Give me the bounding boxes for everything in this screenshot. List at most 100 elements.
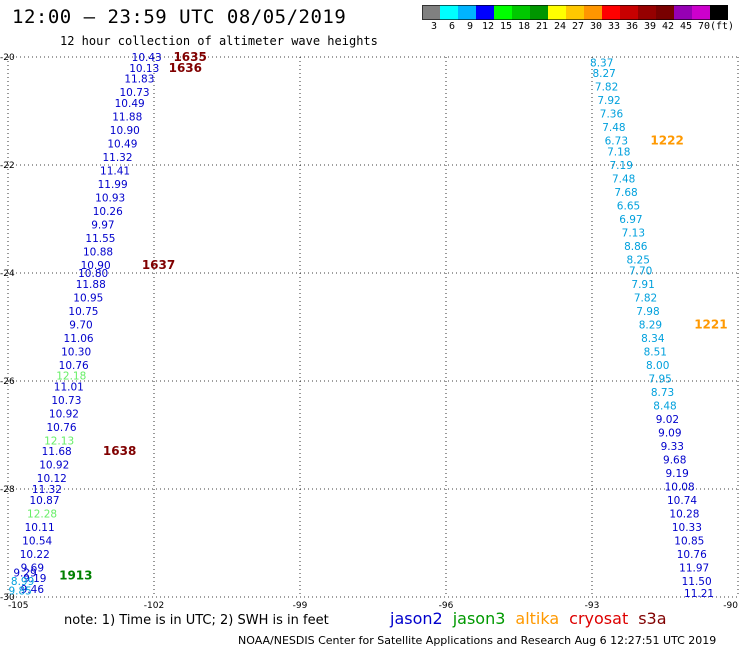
color-swatch	[656, 5, 674, 20]
color-swatch	[476, 5, 494, 20]
color-scale-label: 45	[680, 21, 693, 32]
wave-height-value: 12.28	[27, 508, 57, 520]
color-bar-frame	[422, 5, 728, 20]
wave-height-value: 8.86	[624, 241, 648, 253]
wave-height-value: 10.13	[129, 63, 159, 75]
color-scale-label: 30	[590, 21, 603, 32]
wave-height-value: 10.87	[29, 495, 59, 507]
wave-height-value: 9.33	[661, 441, 684, 453]
wave-height-value: 10.26	[93, 206, 123, 218]
lat-tick-label: -22	[0, 161, 15, 171]
legend-item-cryosat: cryosat	[569, 609, 629, 628]
wave-height-value: 7.70	[629, 265, 652, 277]
wave-height-value: 11.21	[684, 588, 714, 600]
wave-height-value: 7.48	[612, 174, 635, 186]
wave-height-value: 10.76	[47, 422, 77, 434]
page-title: 12:00 — 23:59 UTC 08/05/2019	[12, 6, 347, 28]
wave-height-value: 8.99	[11, 576, 34, 588]
wave-height-value: 8.73	[651, 387, 674, 399]
wave-height-value: 6.73	[605, 136, 628, 148]
pass-time-label: 1636	[169, 61, 202, 75]
wave-height-value: 8.27	[592, 68, 615, 80]
wave-height-value: 10.08	[665, 481, 695, 493]
wave-height-value: 7.48	[602, 122, 625, 134]
wave-height-value: 8.48	[653, 400, 676, 412]
wave-height-value: 7.82	[634, 292, 657, 304]
wave-height-value: 10.30	[61, 346, 91, 358]
credit-line: NOAA/NESDIS Center for Satellite Applica…	[238, 634, 717, 647]
wave-height-value: 10.12	[37, 473, 67, 485]
wave-height-value: 10.93	[95, 192, 125, 204]
wave-height-value: 10.90	[81, 260, 111, 272]
color-swatch	[512, 5, 530, 20]
color-scale-label: 12	[482, 21, 495, 32]
wave-height-value: 11.01	[54, 381, 84, 393]
pass-time-label: 1913	[59, 568, 92, 582]
wave-height-value: 7.18	[607, 147, 630, 159]
wave-height-value: 12.18	[56, 371, 86, 383]
satellite-legend: jason2 jason3 altika cryosat s3a	[390, 609, 677, 628]
color-swatch	[638, 5, 656, 20]
wave-height-value: 10.85	[674, 535, 704, 547]
lat-tick-label: -20	[0, 53, 15, 63]
wave-height-value: 7.82	[595, 82, 618, 94]
wave-height-value: 9.70	[69, 319, 92, 331]
wave-height-value: 10.49	[107, 138, 137, 150]
lon-tick-label: -90	[723, 601, 738, 610]
wave-height-value: 11.55	[85, 233, 115, 245]
wave-height-value: 10.49	[115, 98, 145, 110]
wave-height-value: 11.97	[679, 562, 709, 574]
color-scale-label: 9	[467, 21, 474, 32]
color-scale-label: 70	[698, 21, 711, 32]
wave-height-value: 10.33	[672, 522, 702, 534]
color-scale-label: 15	[500, 21, 513, 32]
wave-height-value: 11.06	[64, 333, 94, 345]
wave-height-value: 9.19	[665, 468, 688, 480]
wave-height-value: 8.37	[590, 57, 613, 69]
lat-tick-label: -30	[0, 593, 15, 603]
wave-height-value: 9.19	[23, 573, 46, 585]
wave-height-value: 7.13	[622, 228, 645, 240]
color-scale-label: 18	[518, 21, 531, 32]
lon-tick-label: -105	[8, 601, 28, 610]
lon-tick-label: -102	[144, 601, 164, 610]
wave-height-value: 8.29	[639, 319, 662, 331]
wave-height-value: 11.41	[100, 165, 130, 177]
wave-height-value: 11.88	[112, 111, 142, 123]
wave-height-value: 10.74	[667, 495, 697, 507]
wave-height-value: 7.68	[614, 187, 637, 199]
color-swatch	[674, 5, 692, 20]
color-scale-label: 33	[608, 21, 621, 32]
wave-height-value: 10.90	[110, 125, 140, 137]
wave-height-value: 8.51	[644, 346, 667, 358]
wave-height-value: 10.92	[39, 460, 69, 472]
wave-height-value: 10.73	[120, 87, 150, 99]
wave-height-value: 6.97	[619, 214, 642, 226]
wave-height-value: 9.02	[656, 414, 679, 426]
wave-height-value: 10.80	[78, 268, 108, 280]
wave-height-value: 11.32	[102, 152, 132, 164]
color-swatch	[620, 5, 638, 20]
lat-tick-label: -28	[0, 485, 15, 495]
color-swatch	[530, 5, 548, 20]
color-swatch	[566, 5, 584, 20]
wave-height-value: 10.11	[25, 522, 55, 534]
wave-height-value: 11.50	[682, 576, 712, 588]
wave-height-value: 7.98	[636, 306, 659, 318]
legend-item-s3a: s3a	[638, 609, 667, 628]
wave-height-value: 9.85	[8, 586, 31, 598]
pass-time-label: 1221	[694, 317, 727, 331]
wave-height-value: 10.92	[49, 408, 79, 420]
wave-height-value: 10.75	[68, 306, 98, 318]
wave-height-value: 7.95	[648, 373, 671, 385]
lon-tick-label: -93	[585, 601, 600, 610]
wave-height-value: 9.46	[21, 584, 45, 596]
pass-time-label: 1635	[173, 50, 206, 64]
wave-height-value: 8.25	[627, 255, 650, 267]
lon-tick-label: -96	[439, 601, 454, 610]
color-scale-label: 21	[536, 21, 549, 32]
wave-height-value: 6.65	[617, 201, 640, 213]
wave-height-value: 8.34	[641, 333, 665, 345]
wave-height-value: 10.43	[132, 52, 162, 64]
wave-height-value: 10.28	[669, 508, 699, 520]
